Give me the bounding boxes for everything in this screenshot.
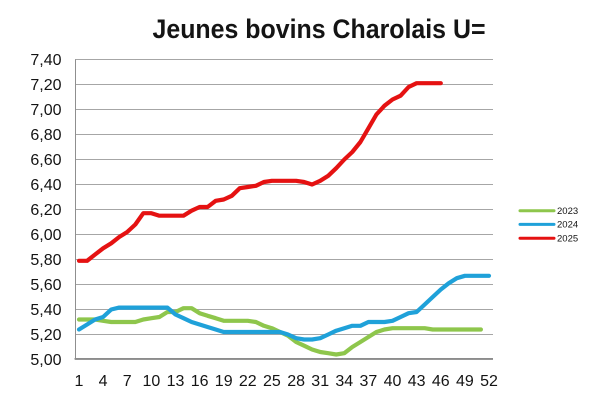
svg-text:49: 49 (456, 373, 474, 390)
svg-text:7,00: 7,00 (30, 102, 61, 119)
svg-text:25: 25 (263, 373, 281, 390)
svg-text:6,20: 6,20 (30, 202, 61, 219)
svg-text:10: 10 (143, 373, 161, 390)
svg-text:7,40: 7,40 (30, 52, 61, 69)
svg-text:28: 28 (287, 373, 305, 390)
svg-text:43: 43 (408, 373, 426, 390)
svg-text:7,20: 7,20 (30, 77, 61, 94)
svg-text:2024: 2024 (557, 220, 578, 231)
svg-text:6,40: 6,40 (30, 177, 61, 194)
svg-text:31: 31 (311, 373, 329, 390)
svg-text:5,60: 5,60 (30, 277, 61, 294)
svg-text:1: 1 (75, 373, 84, 390)
svg-text:5,00: 5,00 (30, 352, 61, 369)
svg-text:Jeunes bovins Charolais U=: Jeunes bovins Charolais U= (153, 14, 486, 44)
svg-text:19: 19 (215, 373, 233, 390)
svg-text:22: 22 (239, 373, 257, 390)
svg-text:37: 37 (360, 373, 378, 390)
svg-text:6,80: 6,80 (30, 127, 61, 144)
svg-text:5,40: 5,40 (30, 302, 61, 319)
svg-text:16: 16 (191, 373, 209, 390)
svg-text:46: 46 (432, 373, 450, 390)
svg-text:52: 52 (480, 373, 498, 390)
svg-text:40: 40 (384, 373, 402, 390)
svg-text:6,60: 6,60 (30, 152, 61, 169)
svg-text:6,00: 6,00 (30, 227, 61, 244)
svg-text:13: 13 (167, 373, 185, 390)
svg-text:5,20: 5,20 (30, 327, 61, 344)
svg-text:5,80: 5,80 (30, 252, 61, 269)
svg-text:2025: 2025 (557, 234, 578, 245)
svg-text:34: 34 (335, 373, 353, 390)
svg-text:7: 7 (123, 373, 132, 390)
svg-text:4: 4 (99, 373, 108, 390)
svg-text:2023: 2023 (557, 206, 578, 217)
